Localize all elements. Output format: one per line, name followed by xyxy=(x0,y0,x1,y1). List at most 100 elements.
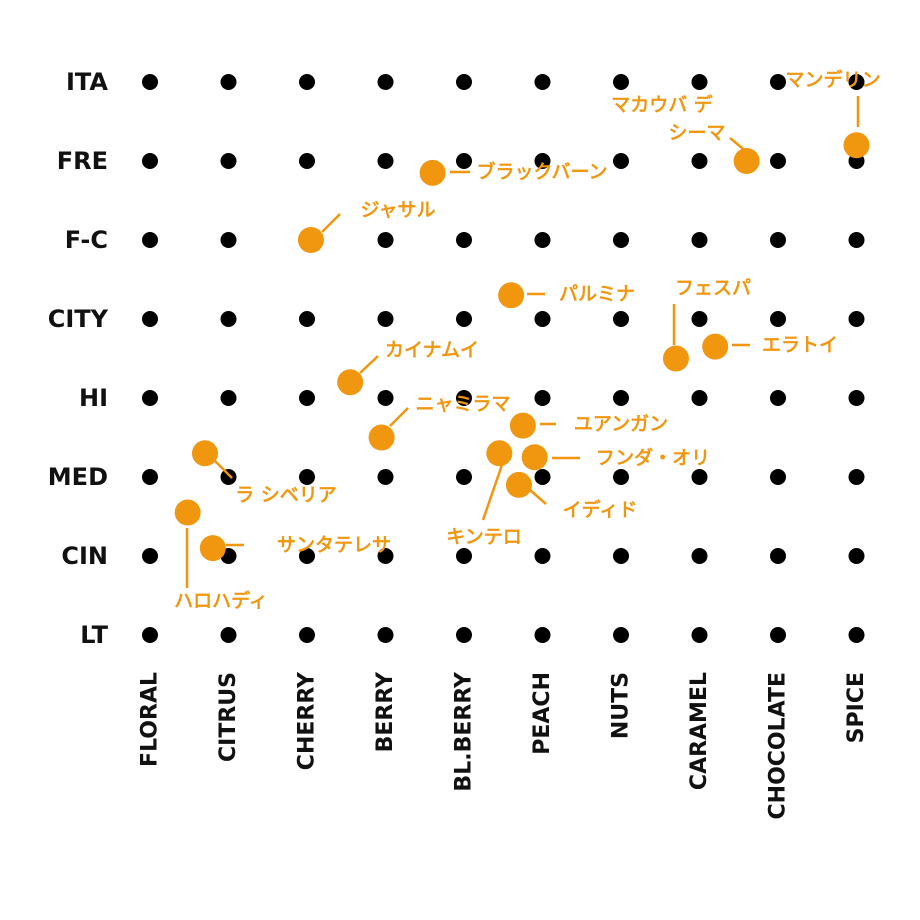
x-tick-label: CHERRY xyxy=(295,671,320,770)
grid-dot xyxy=(613,74,629,90)
grid-dot xyxy=(770,390,786,406)
grid-dot xyxy=(691,74,708,90)
grid-dot xyxy=(534,232,551,248)
y-tick-label: CITY xyxy=(48,305,109,333)
grid-dot xyxy=(220,311,237,327)
point-label: ハロハディ xyxy=(174,589,268,612)
grid-dot xyxy=(456,153,472,169)
point-label: パルミナ xyxy=(559,283,635,305)
data-point xyxy=(733,148,760,174)
grid-dot xyxy=(534,548,551,564)
point-label: フェスパ xyxy=(675,277,751,299)
x-tick-label: SPICE xyxy=(844,672,869,743)
data-point xyxy=(509,412,536,439)
data-point xyxy=(498,282,525,309)
data-point xyxy=(505,471,532,498)
point-label: カイナムイ xyxy=(385,339,479,361)
grid-dot xyxy=(220,153,237,169)
grid-dot xyxy=(299,548,315,564)
grid-dot xyxy=(691,390,708,406)
grid-dot xyxy=(377,74,394,90)
y-tick-label: MED xyxy=(48,463,108,491)
grid-dot xyxy=(691,232,708,248)
data-point xyxy=(191,440,218,467)
grid-dot xyxy=(613,469,629,485)
x-axis-tick-labels: FLORAL CITRUS CHERRY BERRY BL.BERRY PEACH NUTS… xyxy=(138,671,870,820)
point-label: ニャミラマ xyxy=(415,393,510,415)
grid-dot xyxy=(377,548,394,564)
grid-dot xyxy=(456,390,472,406)
data-point xyxy=(843,132,870,159)
grid-dot xyxy=(613,627,629,643)
grid-dot xyxy=(534,390,551,406)
grid-dot xyxy=(456,469,472,485)
grid-dot xyxy=(142,232,158,248)
point-label: ジャサル xyxy=(360,199,435,221)
x-tick-label: BL.BERRY xyxy=(452,671,477,792)
grid-dot xyxy=(142,469,158,485)
grid-dot xyxy=(299,153,315,169)
grid-dots xyxy=(142,74,865,643)
grid-dot xyxy=(770,548,786,564)
x-tick-label: CITRUS xyxy=(216,672,241,762)
data-points xyxy=(174,132,870,562)
y-axis-tick-labels: ITA FRE F-C CITY HI MED CIN LT xyxy=(48,68,109,649)
leader-line xyxy=(321,213,341,233)
grid-dot xyxy=(770,627,786,643)
y-tick-label: FRE xyxy=(57,147,108,175)
grid-dot xyxy=(848,232,865,248)
grid-dot xyxy=(613,311,629,327)
grid-dot xyxy=(848,390,865,406)
grid-dot xyxy=(299,390,315,406)
grid-dot xyxy=(220,469,237,485)
grid-dot xyxy=(377,311,394,327)
y-tick-label: CIN xyxy=(61,542,108,570)
grid-dot xyxy=(848,548,865,564)
point-label: ブラックバーン xyxy=(476,160,607,183)
point-label: マンデリン xyxy=(785,68,880,91)
grid-dot xyxy=(377,232,394,248)
point-label: エラトイ xyxy=(762,334,838,356)
grid-dot xyxy=(299,627,315,643)
x-tick-label: NUTS xyxy=(609,672,634,739)
grid-dot xyxy=(220,390,237,406)
grid-dot xyxy=(848,627,865,643)
x-tick-label: CARAMEL xyxy=(687,672,712,790)
y-tick-label: LT xyxy=(80,621,108,649)
grid-dot xyxy=(534,153,551,169)
data-point xyxy=(199,535,226,562)
grid-dot xyxy=(613,390,629,406)
x-tick-label: FLORAL xyxy=(138,672,163,767)
data-point xyxy=(337,369,364,396)
grid-dot xyxy=(691,153,708,169)
grid-dot xyxy=(299,311,315,327)
point-label: ユアンガン xyxy=(574,413,668,435)
grid-dot xyxy=(613,232,629,248)
point-label: イディド xyxy=(563,498,638,521)
grid-dot xyxy=(456,74,472,90)
point-label: サンタテレサ xyxy=(277,534,391,556)
grid-dot xyxy=(770,469,786,485)
grid-dot xyxy=(691,548,708,564)
label-leader-lines xyxy=(185,96,860,588)
grid-dot xyxy=(456,627,472,643)
grid-dot xyxy=(377,627,394,643)
grid-dot xyxy=(848,74,865,90)
grid-dot xyxy=(691,311,708,327)
grid-dot xyxy=(142,548,158,564)
data-point xyxy=(297,227,324,253)
leader-line xyxy=(529,489,547,505)
grid-dot xyxy=(456,311,472,327)
grid-dot xyxy=(848,311,865,327)
grid-dot xyxy=(534,74,551,90)
grid-dot xyxy=(613,548,629,564)
grid-dot xyxy=(691,469,708,485)
x-tick-label: BERRY xyxy=(373,671,398,752)
grid-dot xyxy=(691,627,708,643)
grid-dot xyxy=(770,74,786,90)
data-point xyxy=(662,345,689,372)
grid-dot xyxy=(456,232,472,248)
grid-dot xyxy=(534,627,551,643)
data-point xyxy=(368,424,395,451)
